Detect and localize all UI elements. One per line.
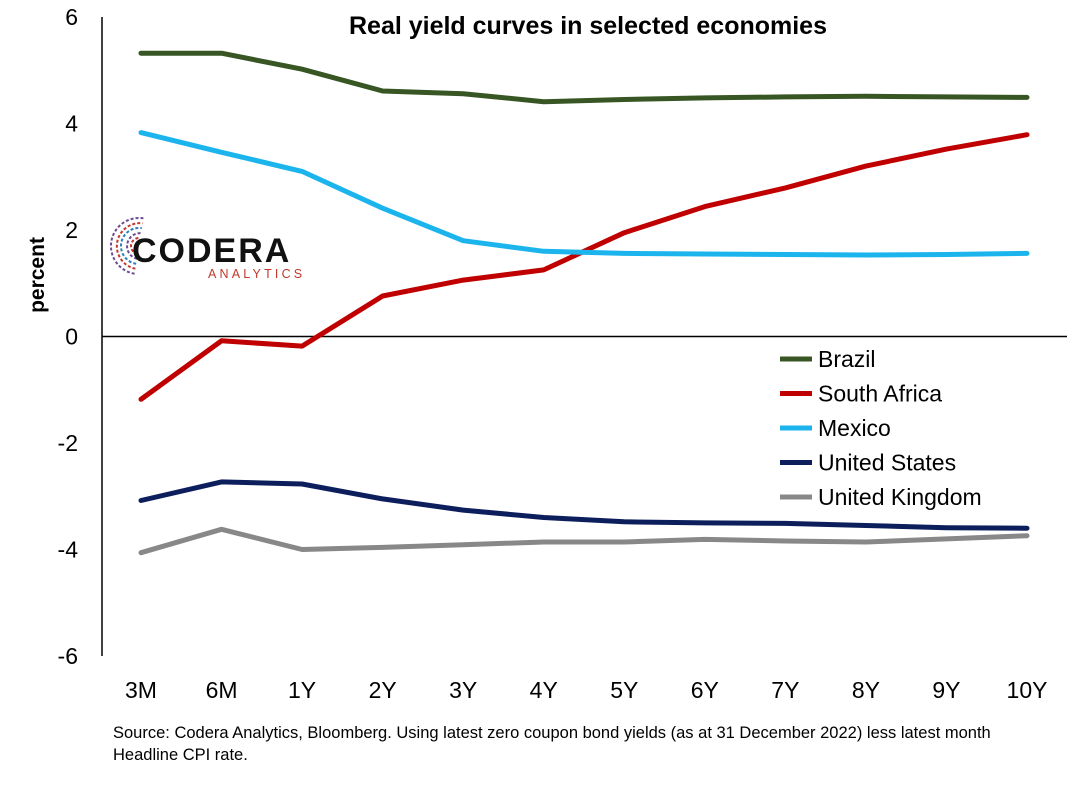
- y-tick-label: 2: [65, 217, 78, 243]
- chart-axes: [101, 17, 1067, 656]
- x-tick-label: 1Y: [288, 677, 316, 703]
- x-tick-label: 3Y: [449, 677, 477, 703]
- x-tick-label: 8Y: [852, 677, 880, 703]
- y-tick-label: 4: [65, 111, 78, 137]
- y-tick-label: -2: [58, 430, 78, 456]
- logo-arc: [130, 237, 141, 255]
- series-line-brazil: [138, 50, 1030, 105]
- x-tick-label: 7Y: [771, 677, 799, 703]
- y-tick-label: 6: [65, 4, 78, 30]
- legend-label: United States: [818, 450, 956, 476]
- x-tick-label: 6Y: [691, 677, 719, 703]
- logo-arc: [115, 222, 143, 270]
- legend-label: United Kingdom: [818, 484, 982, 510]
- legend-label: Brazil: [818, 346, 876, 372]
- logo-arc: [120, 226, 142, 265]
- x-tick-label: 2Y: [369, 677, 397, 703]
- series-lines: [138, 50, 1030, 556]
- y-tick-label: 0: [65, 324, 78, 350]
- y-axis-label: percent: [26, 237, 49, 313]
- legend-label: Mexico: [818, 415, 891, 441]
- legend-label: South Africa: [818, 381, 942, 407]
- logo-tagline: ANALYTICS: [208, 267, 305, 281]
- series-line-united-states: [138, 479, 1030, 531]
- y-axis-ticks: 6 4 2 0 -2 -4 -6: [58, 4, 79, 669]
- x-tick-label: 5Y: [610, 677, 638, 703]
- logo-arc: [109, 216, 144, 275]
- chart-legend: Brazil South Africa Mexico United States Uni…: [780, 346, 982, 510]
- x-tick-label: 6M: [206, 677, 238, 703]
- source-note: Source: Codera Analytics, Bloomberg. Usi…: [113, 724, 991, 764]
- x-tick-label: 4Y: [530, 677, 558, 703]
- y-tick-label: -4: [58, 537, 79, 563]
- series-line-mexico: [138, 130, 1030, 258]
- series-line-united-kingdom: [138, 526, 1030, 556]
- x-axis-ticks: 3M 6M 1Y 2Y 3Y 4Y 5Y 6Y 7Y 8Y 9Y 10Y: [125, 677, 1047, 703]
- x-tick-label: 3M: [125, 677, 157, 703]
- x-tick-label: 9Y: [932, 677, 960, 703]
- x-tick-label: 10Y: [1007, 677, 1048, 703]
- y-tick-label: -6: [58, 643, 78, 669]
- chart-title: Real yield curves in selected economies: [349, 12, 827, 40]
- codera-logo: CODERA ANALYTICS: [109, 216, 305, 281]
- codera-logo-mark: [109, 216, 144, 275]
- logo-wordmark: CODERA: [132, 232, 291, 270]
